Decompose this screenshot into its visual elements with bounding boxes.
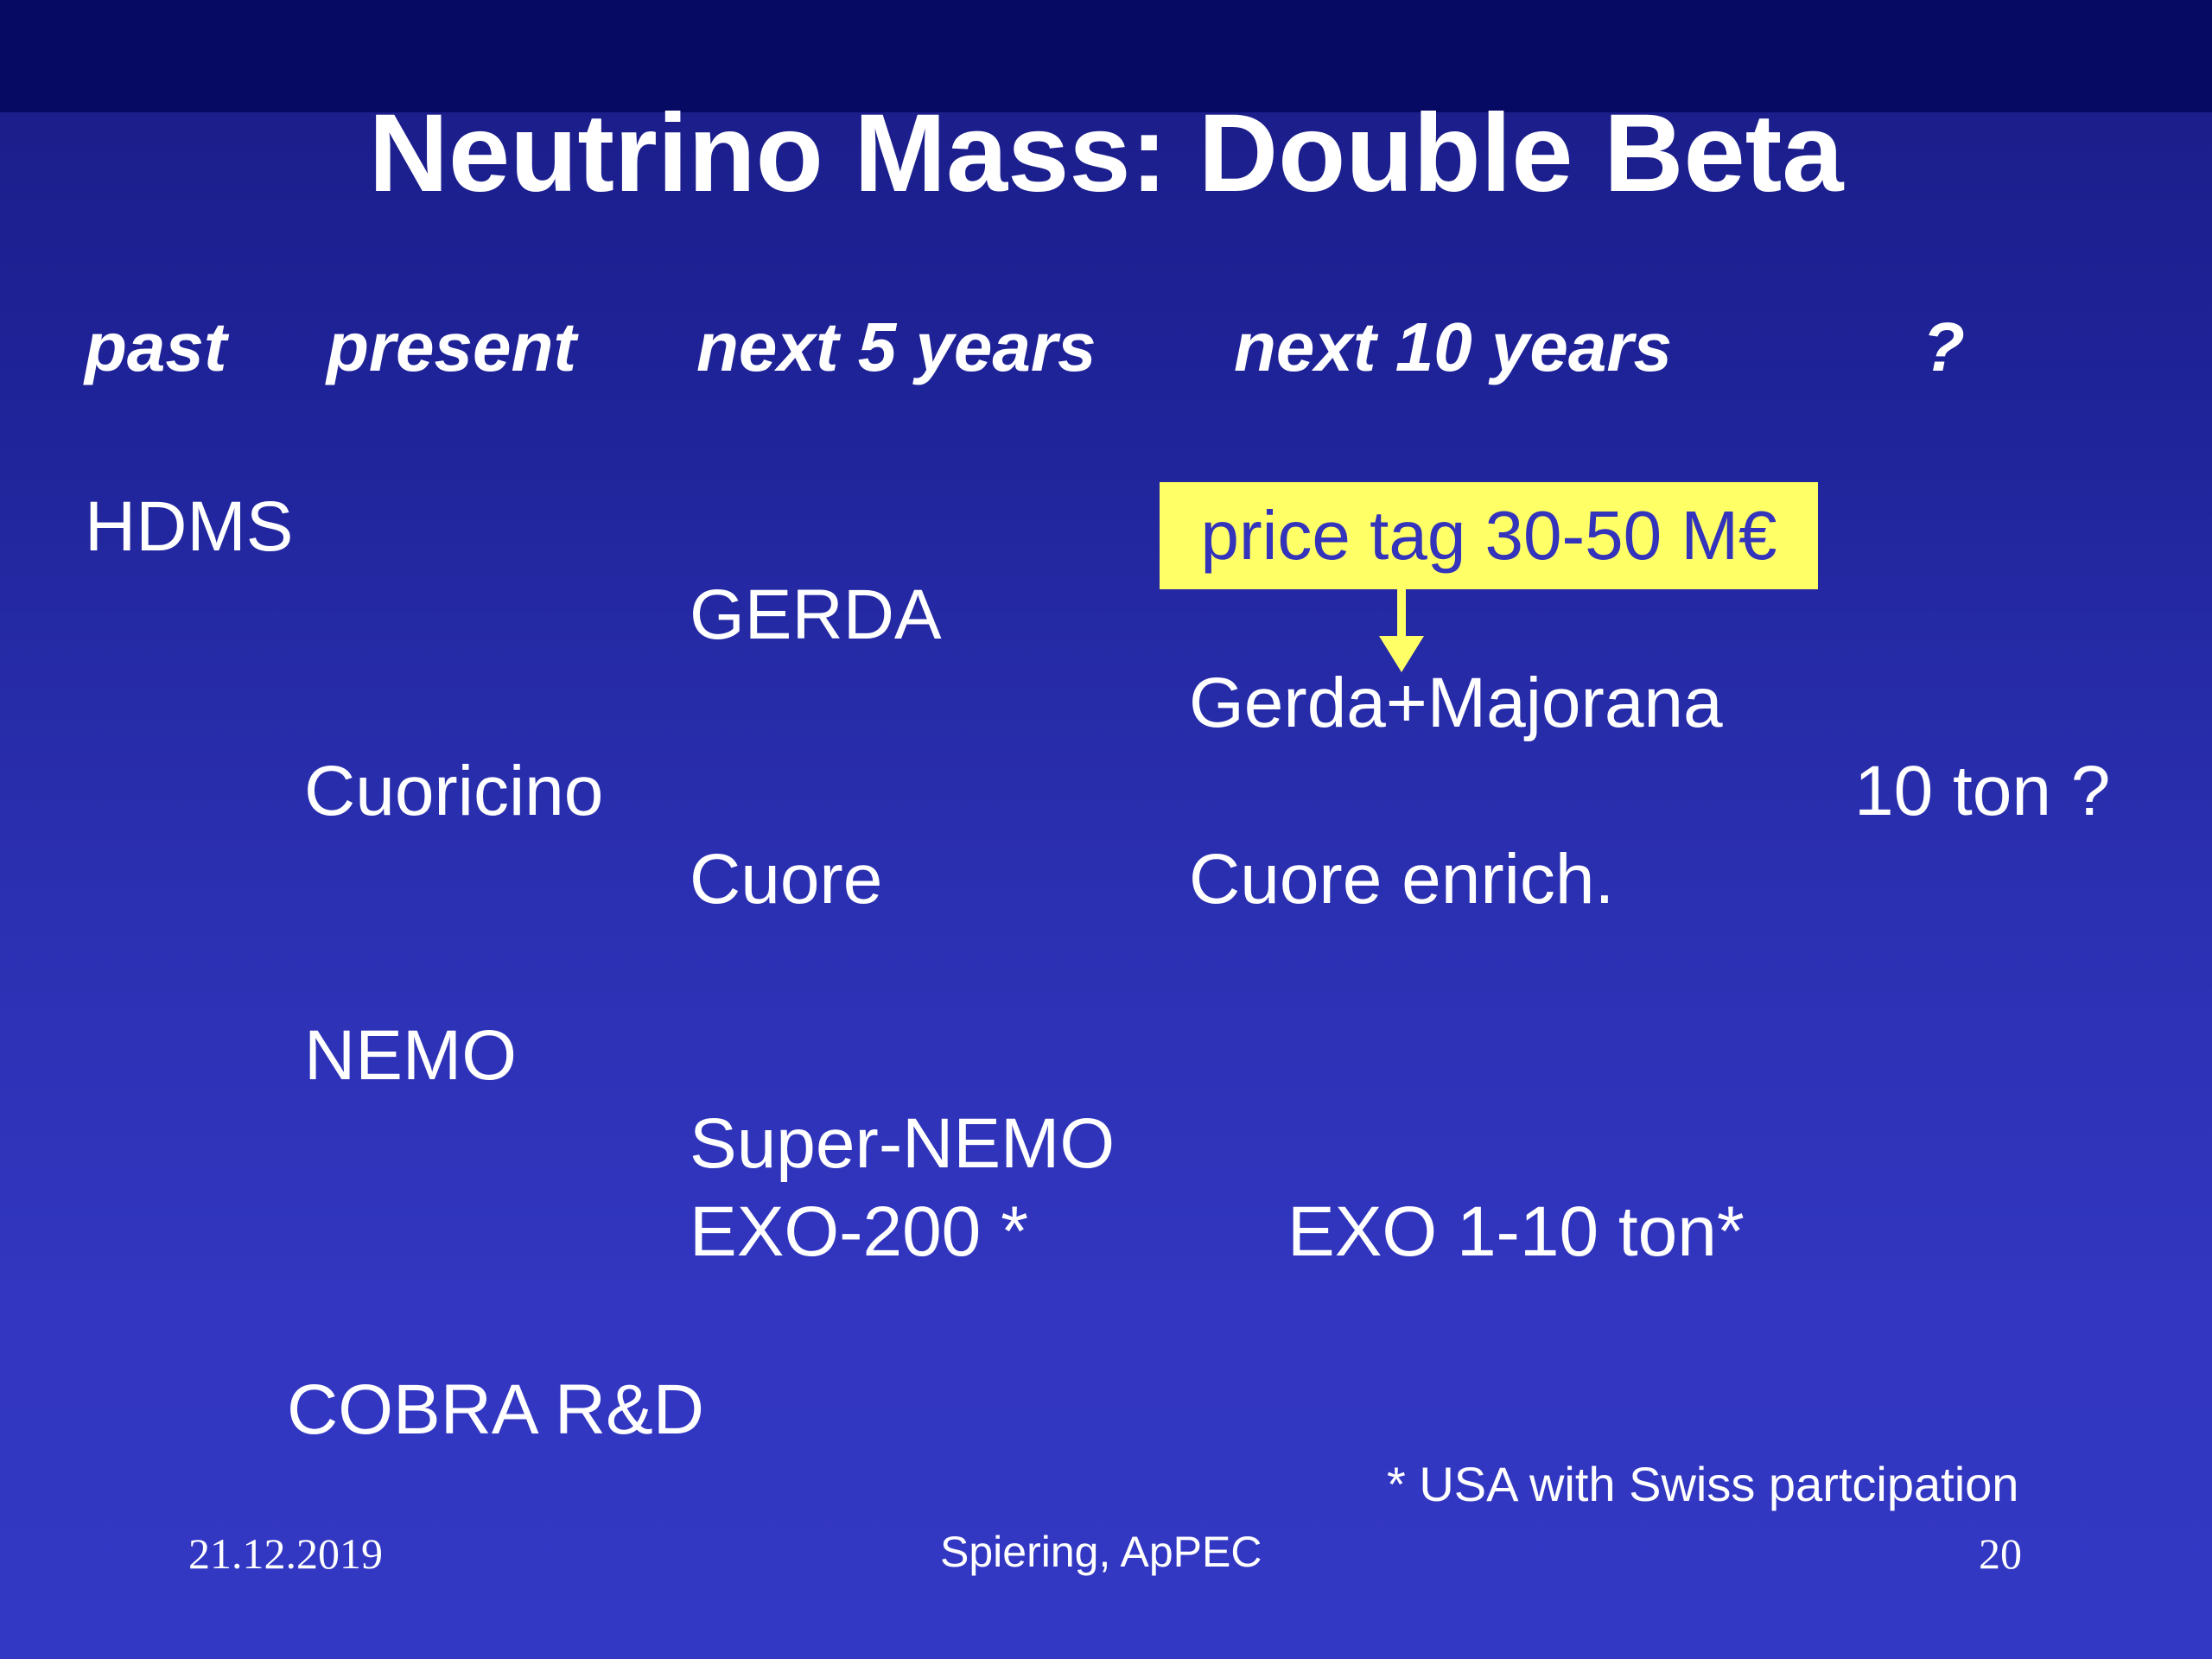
price-tag-box: price tag 30-50 M€: [1160, 482, 1818, 589]
experiment-cuore: Cuore: [690, 840, 883, 918]
experiment-ten-ton: 10 ton ?: [1854, 752, 2111, 830]
experiment-gerda-majorana: Gerda+Majorana: [1189, 664, 1723, 742]
footer-date: 21.12.2019: [188, 1529, 383, 1578]
experiment-gerda: GERDA: [690, 575, 942, 654]
experiment-cobra: COBRA R&D: [287, 1370, 704, 1449]
experiment-cuore-enrich: Cuore enrich.: [1189, 840, 1615, 918]
experiment-nemo: NEMO: [304, 1016, 517, 1095]
top-band: [0, 0, 2212, 112]
column-header-present: present: [327, 308, 576, 385]
experiment-exo-200: EXO-200 *: [690, 1192, 1028, 1271]
column-header-past: past: [85, 308, 227, 385]
experiment-hdms: HDMS: [85, 487, 294, 566]
experiment-super-nemo: Super-NEMO: [690, 1104, 1116, 1183]
footnote: * USA with Swiss partcipation: [1387, 1457, 2019, 1511]
slide-title: Neutrino Mass: Double Beta: [368, 92, 1844, 215]
footer-author: Spiering, ApPEC: [940, 1528, 1262, 1576]
footer-page-number: 20: [1979, 1529, 2022, 1578]
down-arrow-icon: [1379, 588, 1424, 672]
column-header-next-5-years: next 5 years: [696, 308, 1096, 385]
experiment-cuoricino: Cuoricino: [304, 752, 604, 830]
experiment-exo-ton: EXO 1-10 ton*: [1287, 1192, 1745, 1271]
column-header-unknown: ?: [1923, 308, 1965, 385]
column-header-next-10-years: next 10 years: [1234, 308, 1673, 385]
